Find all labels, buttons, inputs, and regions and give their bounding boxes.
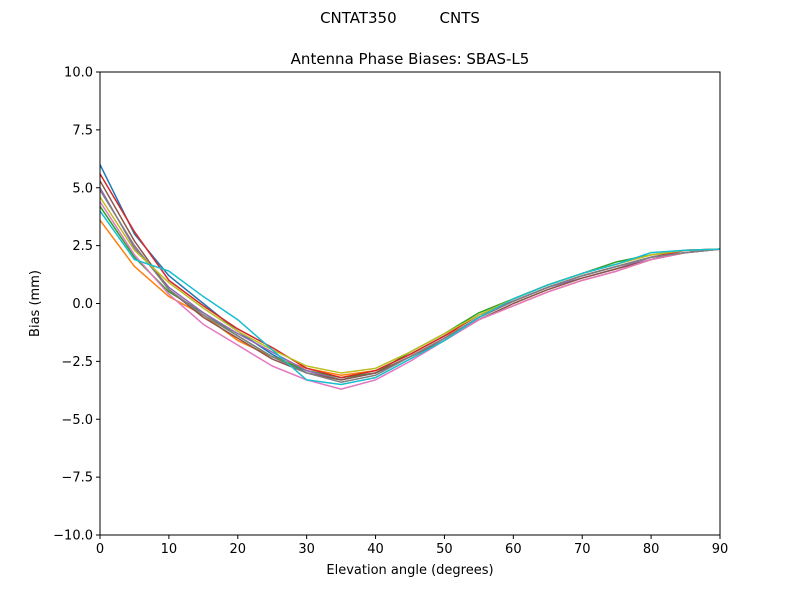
series-line-9 <box>99 196 721 374</box>
y-tick-label: −7.5 <box>61 471 93 486</box>
x-tick-label: 20 <box>230 542 247 557</box>
y-tick-label: −2.5 <box>61 355 93 370</box>
y-tick-label: 7.5 <box>72 123 93 138</box>
x-tick-label: 60 <box>505 542 522 557</box>
x-tick-label: 10 <box>161 542 178 557</box>
y-axis-label: Bias (mm) <box>28 270 43 337</box>
x-tick-label: 0 <box>96 542 104 557</box>
y-tick-label: 5.0 <box>72 181 93 196</box>
x-axis: 0 10 20 30 40 50 60 70 80 90 <box>96 535 728 557</box>
series-line-6 <box>99 180 721 381</box>
y-tick-label: −10.0 <box>53 529 93 544</box>
x-tick-label: 50 <box>436 542 453 557</box>
x-tick-label: 80 <box>643 542 660 557</box>
figure-suptitle: CNTAT350 CNTS <box>320 9 480 27</box>
series-line-4 <box>99 173 721 379</box>
x-tick-label: 90 <box>712 542 729 557</box>
series-line-1 <box>99 164 721 381</box>
y-axis: −10.0 −7.5 −5.0 −2.5 0.0 2.5 5.0 7.5 10.0 <box>53 66 100 544</box>
chart-title: Antenna Phase Biases: SBAS-L5 <box>291 50 530 68</box>
series-layer <box>99 164 721 390</box>
x-axis-label: Elevation angle (degrees) <box>326 563 493 578</box>
y-tick-label: 2.5 <box>72 239 93 254</box>
series-line-8 <box>99 189 721 383</box>
series-line-10 <box>99 210 721 386</box>
x-tick-label: 70 <box>574 542 591 557</box>
x-tick-label: 40 <box>367 542 384 557</box>
series-line-7 <box>99 201 721 390</box>
series-line-5 <box>99 187 721 381</box>
y-tick-label: 0.0 <box>72 297 93 312</box>
x-tick-label: 30 <box>298 542 315 557</box>
plot-area-frame <box>99 71 721 536</box>
y-tick-label: 10.0 <box>64 66 93 81</box>
y-tick-label: −5.0 <box>61 413 93 428</box>
